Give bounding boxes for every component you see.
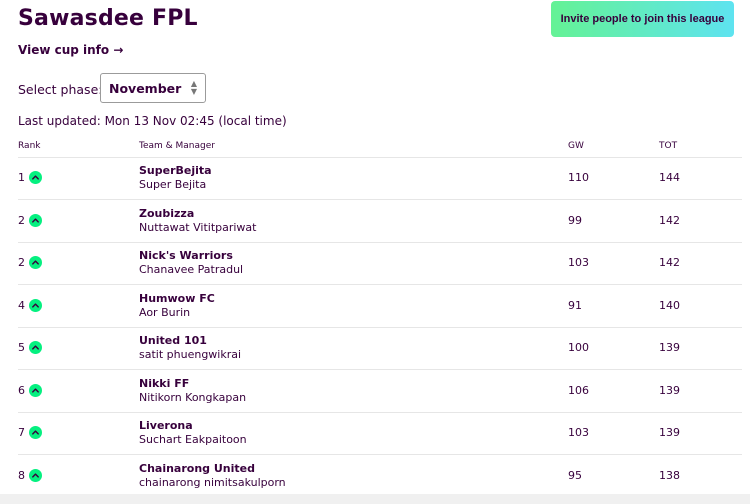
gw-points: 106 [568, 383, 589, 397]
rank-number: 7 [18, 426, 25, 439]
gw-points: 95 [568, 468, 582, 482]
last-updated: Last updated: Mon 13 Nov 02:45 (local ti… [18, 114, 287, 128]
rank-up-icon [29, 468, 42, 482]
team-name-link[interactable]: Chainarong United [139, 461, 255, 475]
rank-up-icon [29, 256, 42, 269]
rank-cell: 8 [18, 468, 42, 482]
table-row[interactable]: 8 Chainarong United chainarong nimitsakulp… [18, 455, 742, 498]
phase-select-value: November [109, 80, 182, 96]
gw-points: 100 [568, 341, 589, 354]
view-cup-link[interactable]: View cup info → [18, 43, 124, 57]
rank-cell: 1 [18, 171, 42, 184]
select-arrows-icon: ▲ ▼ [190, 79, 197, 96]
rank-cell: 6 [18, 383, 42, 397]
total-points: 139 [659, 426, 680, 439]
total-points: 139 [659, 341, 680, 354]
rank-number: 2 [18, 213, 25, 227]
table-row[interactable]: 4 Humwow FC Aor Burin 91 140 [18, 285, 742, 328]
rank-up-icon [29, 171, 42, 184]
rank-number: 5 [18, 341, 25, 354]
manager-name: Nitikorn Kongkapan [139, 390, 247, 404]
table-header: Rank Team & Manager GW TOT [18, 139, 742, 158]
total-points: 138 [659, 468, 680, 482]
team-name-link[interactable]: SuperBejita [139, 164, 212, 177]
invite-button[interactable]: Invite people to join this league [551, 1, 734, 37]
rank-number: 8 [18, 468, 25, 482]
total-points: 142 [659, 256, 680, 269]
rank-number: 2 [18, 256, 25, 269]
header-tot: TOT [659, 141, 678, 151]
manager-name: Chanavee Patradul [139, 263, 244, 276]
table-row[interactable]: 2 Zoubizza Nuttawat Vititpariwat 99 142 [18, 200, 742, 243]
manager-name: Suchart Eakpaitoon [139, 433, 247, 446]
table-row[interactable]: 2 Nick's Warriors Chanavee Patradul 103 142 [18, 242, 742, 285]
gw-points: 103 [568, 256, 589, 269]
total-points: 140 [659, 298, 680, 312]
gw-points: 91 [568, 298, 582, 312]
rank-up-icon [29, 341, 42, 354]
rank-up-icon [29, 383, 42, 397]
header-gw: GW [568, 141, 584, 151]
gw-points: 99 [568, 213, 582, 227]
header-rank: Rank [18, 141, 41, 151]
bottom-scroll-area [0, 494, 750, 504]
manager-name: satit phuengwikrai [139, 348, 242, 361]
rank-cell: 5 [18, 341, 42, 354]
rank-up-icon [29, 426, 42, 439]
rank-number: 6 [18, 383, 25, 397]
table-row[interactable]: 1 SuperBejita Super Bejita 110 144 [18, 157, 742, 200]
rank-up-icon [29, 298, 42, 312]
total-points: 144 [659, 171, 680, 184]
manager-name: Nuttawat Vititpariwat [139, 220, 257, 234]
rank-cell: 2 [18, 213, 42, 227]
table-row[interactable]: 5 United 101 satit phuengwikrai 100 139 [18, 327, 742, 370]
phase-select[interactable]: November ▲ ▼ [100, 73, 206, 103]
rank-number: 4 [18, 298, 25, 312]
manager-name: Super Bejita [139, 178, 207, 191]
total-points: 139 [659, 383, 680, 397]
rank-up-icon [29, 213, 42, 227]
rank-cell: 2 [18, 256, 42, 269]
page-title: Sawasdee FPL [18, 6, 198, 31]
rank-number: 1 [18, 171, 25, 184]
team-name-link[interactable]: Nikki FF [139, 376, 190, 390]
table-row[interactable]: 6 Nikki FF Nitikorn Kongkapan 106 139 [18, 370, 742, 413]
header-team-manager: Team & Manager [139, 141, 215, 151]
manager-name: Aor Burin [139, 305, 191, 319]
manager-name: chainarong nimitsakulporn [139, 475, 286, 489]
gw-points: 103 [568, 426, 589, 439]
team-name-link[interactable]: Liverona [139, 419, 193, 432]
team-name-link[interactable]: Humwow FC [139, 291, 215, 305]
rank-cell: 7 [18, 426, 42, 439]
team-name-link[interactable]: United 101 [139, 334, 207, 347]
rank-cell: 4 [18, 298, 42, 312]
team-name-link[interactable]: Nick's Warriors [139, 249, 233, 262]
phase-label: Select phase: [18, 82, 103, 97]
table-row[interactable]: 7 Liverona Suchart Eakpaitoon 103 139 [18, 412, 742, 455]
total-points: 142 [659, 213, 680, 227]
gw-points: 110 [568, 171, 589, 184]
team-name-link[interactable]: Zoubizza [139, 206, 195, 220]
